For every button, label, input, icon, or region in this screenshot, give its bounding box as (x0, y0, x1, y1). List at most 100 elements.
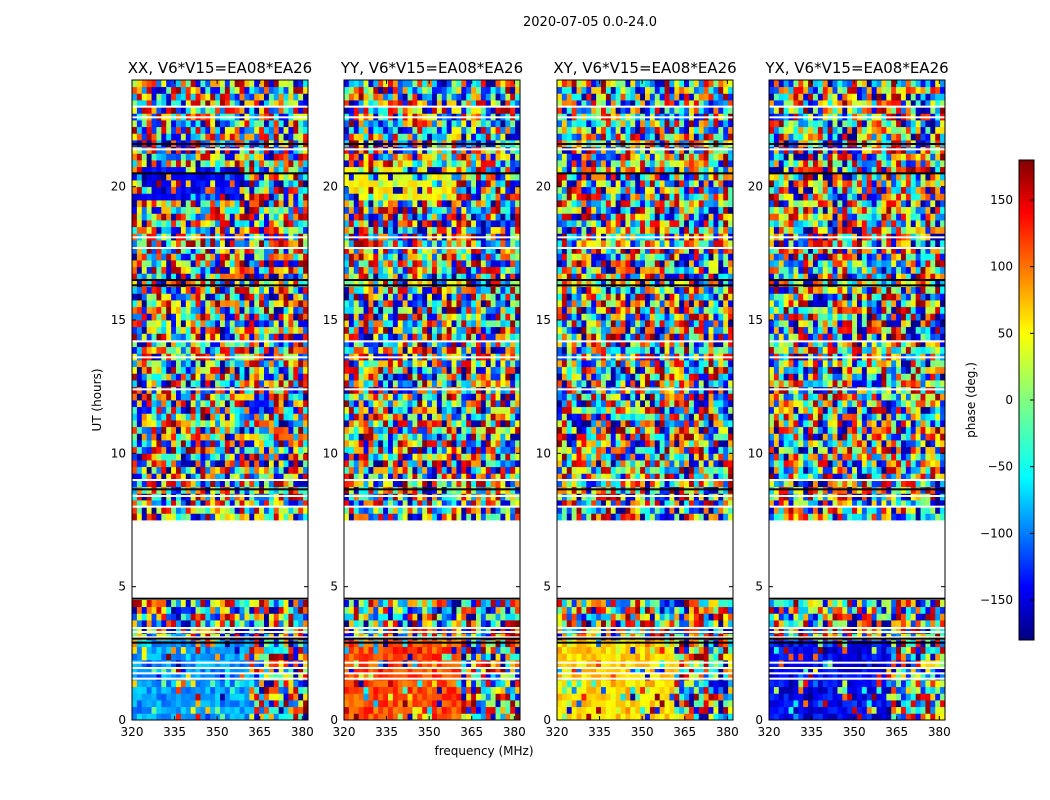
heatmap-cell (485, 460, 492, 468)
heatmap-cell (249, 166, 255, 174)
heatmap-cell (171, 440, 177, 448)
heatmap-cell (436, 453, 443, 461)
heatmap-cell (510, 333, 516, 341)
heatmap-cell (510, 400, 516, 408)
heatmap-cell (176, 620, 182, 628)
heatmap-cell (136, 433, 143, 441)
heatmap-cell (490, 673, 496, 681)
heatmap-cell (348, 713, 355, 721)
heatmap-cell (344, 600, 350, 608)
heatmap-cell (185, 266, 192, 274)
heatmap-cell (205, 173, 211, 181)
heatmap-cell (176, 266, 182, 274)
heatmap-cell (273, 346, 280, 354)
heatmap-cell (195, 286, 201, 294)
heatmap-cell (353, 466, 360, 474)
heatmap-cell (200, 86, 206, 94)
heatmap-cell (259, 426, 265, 434)
heatmap-cell (446, 360, 452, 368)
heatmap-cell (397, 400, 404, 408)
heatmap-cell (268, 166, 275, 174)
heatmap-cell (293, 106, 299, 114)
heatmap-cell (466, 680, 472, 688)
heatmap-cell (476, 480, 482, 488)
heatmap-cell (417, 286, 423, 294)
heatmap-cell (378, 346, 384, 354)
heatmap-cell (441, 606, 448, 614)
heatmap-cell (224, 393, 231, 401)
heatmap-cell (397, 446, 404, 454)
heatmap-cell (344, 693, 350, 701)
heatmap-cell (288, 460, 294, 468)
heatmap-cell (446, 513, 452, 521)
heatmap-cell (215, 180, 221, 188)
heatmap-cell (224, 273, 231, 281)
heatmap-cell (132, 693, 138, 701)
heatmap-cell (200, 300, 206, 308)
heatmap-cell (136, 253, 143, 261)
heatmap-cell (466, 440, 472, 448)
heatmap-cell (476, 360, 482, 368)
heatmap-cell (363, 286, 369, 294)
heatmap-cell (466, 380, 472, 388)
heatmap-cell (234, 213, 240, 221)
heatmap-cell (353, 380, 360, 388)
heatmap-cell (427, 466, 433, 474)
heatmap-cell (161, 420, 167, 428)
heatmap-cell (249, 473, 255, 481)
heatmap-cell (254, 226, 260, 234)
heatmap-cell (388, 293, 394, 301)
heatmap-cell (146, 360, 152, 368)
heatmap-cell (348, 313, 355, 321)
heatmap-cell (136, 466, 143, 474)
heatmap-cell (293, 473, 299, 481)
heatmap-cell (254, 220, 260, 228)
heatmap-cell (495, 673, 501, 681)
heatmap-cell (190, 453, 196, 461)
heatmap-cell (156, 693, 162, 701)
heatmap-cell (298, 706, 304, 714)
heatmap-cell (495, 453, 501, 461)
heatmap-cell (205, 460, 211, 468)
heatmap-cell (239, 100, 245, 108)
heatmap-cell (505, 333, 511, 341)
heatmap-cell (432, 700, 438, 708)
heatmap-cell (363, 466, 369, 474)
heatmap-cell (264, 406, 270, 414)
heatmap-cell (456, 340, 462, 348)
heatmap-cell (268, 246, 275, 254)
heatmap-cell (427, 693, 433, 701)
heatmap-cell (210, 100, 216, 108)
heatmap-cell (446, 340, 452, 348)
heatmap-cell (480, 306, 487, 314)
heatmap-cell (210, 266, 216, 274)
heatmap-cell (205, 420, 211, 428)
heatmap-cell (141, 346, 148, 354)
y-axis-label: UT (hours) (90, 368, 104, 431)
heatmap-cell (220, 420, 226, 428)
heatmap-cell (378, 440, 384, 448)
heatmap-cell (249, 460, 255, 468)
heatmap-cell (353, 626, 360, 634)
heatmap-cell (205, 273, 211, 281)
heatmap-cell (485, 286, 492, 294)
heatmap-cell (195, 100, 201, 108)
heatmap-cell (166, 666, 172, 674)
heatmap-cell (402, 366, 408, 374)
heatmap-cell (273, 433, 280, 441)
heatmap-cell (141, 693, 148, 701)
heatmap-cell (451, 433, 457, 441)
heatmap-cell (259, 280, 265, 288)
heatmap-cell (293, 206, 299, 214)
heatmap-cell (505, 360, 511, 368)
heatmap-cell (436, 680, 443, 688)
heatmap-cell (368, 600, 374, 608)
heatmap-cell (298, 360, 304, 368)
heatmap-cell (264, 680, 270, 688)
heatmap-cell (441, 360, 448, 368)
heatmap-cell (234, 360, 240, 368)
heatmap-cell (132, 106, 138, 114)
heatmap-cell (171, 606, 177, 614)
heatmap-cell (239, 480, 245, 488)
heatmap-cell (485, 480, 492, 488)
